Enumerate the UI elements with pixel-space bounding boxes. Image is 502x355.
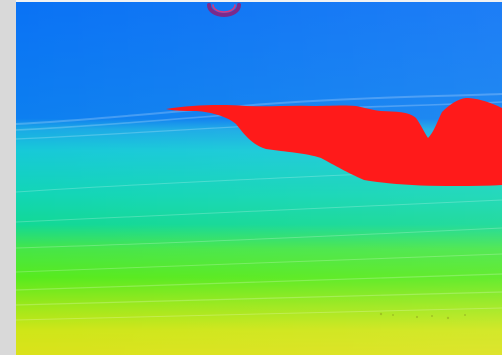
noise-specks <box>379 312 466 320</box>
velocity-model-canvas <box>16 2 502 355</box>
semicircle-marker-icon <box>207 3 241 17</box>
red-anomaly-body <box>166 98 502 186</box>
left-border <box>0 0 16 355</box>
